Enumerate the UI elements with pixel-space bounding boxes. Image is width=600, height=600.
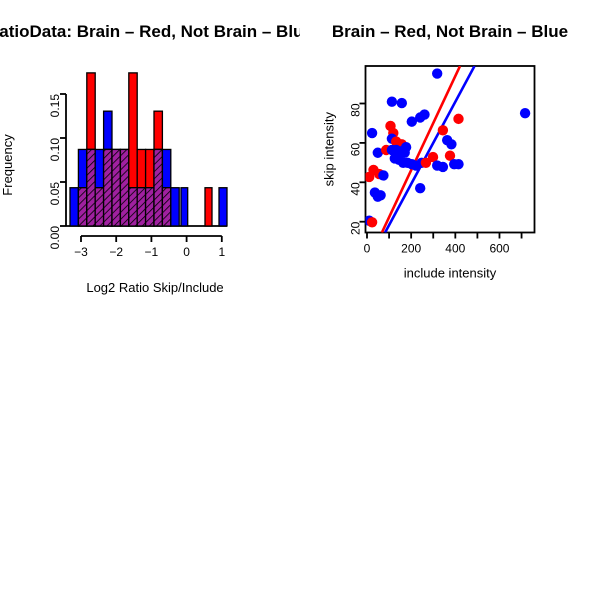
svg-text:0.05: 0.05 <box>48 182 62 206</box>
svg-text:−2: −2 <box>109 245 123 259</box>
svg-text:80: 80 <box>349 103 363 117</box>
svg-text:−3: −3 <box>74 245 88 259</box>
svg-text:Brain – Red, Not Brain – Blue: Brain – Red, Not Brain – Blue <box>332 22 568 41</box>
svg-text:600: 600 <box>489 242 509 256</box>
svg-text:Frequency: Frequency <box>0 134 15 196</box>
svg-text:20: 20 <box>349 221 363 235</box>
svg-text:0.15: 0.15 <box>48 94 62 118</box>
svg-text:40: 40 <box>349 182 363 196</box>
svg-text:0: 0 <box>183 245 190 259</box>
svg-text:60: 60 <box>349 143 363 157</box>
svg-text:−1: −1 <box>145 245 159 259</box>
svg-text:0.10: 0.10 <box>48 138 62 162</box>
svg-text:1: 1 <box>218 245 225 259</box>
svg-text:RatioData: Brain – Red, Not Br: RatioData: Brain – Red, Not Brain – Blue <box>0 22 300 41</box>
svg-text:400: 400 <box>445 242 465 256</box>
svg-text:skip intensity: skip intensity <box>322 111 337 186</box>
svg-text:0: 0 <box>364 242 371 256</box>
svg-text:200: 200 <box>401 242 421 256</box>
svg-text:0.00: 0.00 <box>48 226 62 250</box>
svg-text:include intensity: include intensity <box>404 266 497 281</box>
svg-text:Log2 Ratio Skip/Include: Log2 Ratio Skip/Include <box>86 280 223 295</box>
